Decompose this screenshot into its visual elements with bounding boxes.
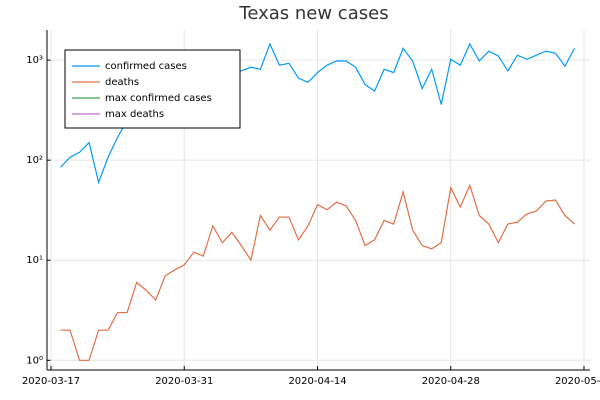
y-tick-label: 10³ (26, 55, 43, 66)
chart-title: Texas new cases (238, 3, 388, 24)
y-tick-label: 10¹ (26, 255, 43, 266)
legend-box (64, 49, 241, 129)
x-tick-label: 2020-03-17 (22, 376, 80, 387)
y-tick-label: 10² (26, 155, 43, 166)
legend-label: confirmed cases (105, 61, 187, 72)
x-tick-label: 2020-05-12 (555, 376, 600, 387)
y-tick-label: 10⁰ (26, 355, 43, 366)
legend-label: max confirmed cases (105, 93, 212, 104)
x-tick-label: 2020-04-14 (288, 376, 346, 387)
legend-label: max deaths (105, 109, 164, 120)
x-tick-label: 2020-03-31 (155, 376, 213, 387)
x-tick-label: 2020-04-28 (422, 376, 480, 387)
legend-label: deaths (105, 77, 139, 88)
data-line (60, 183, 575, 361)
